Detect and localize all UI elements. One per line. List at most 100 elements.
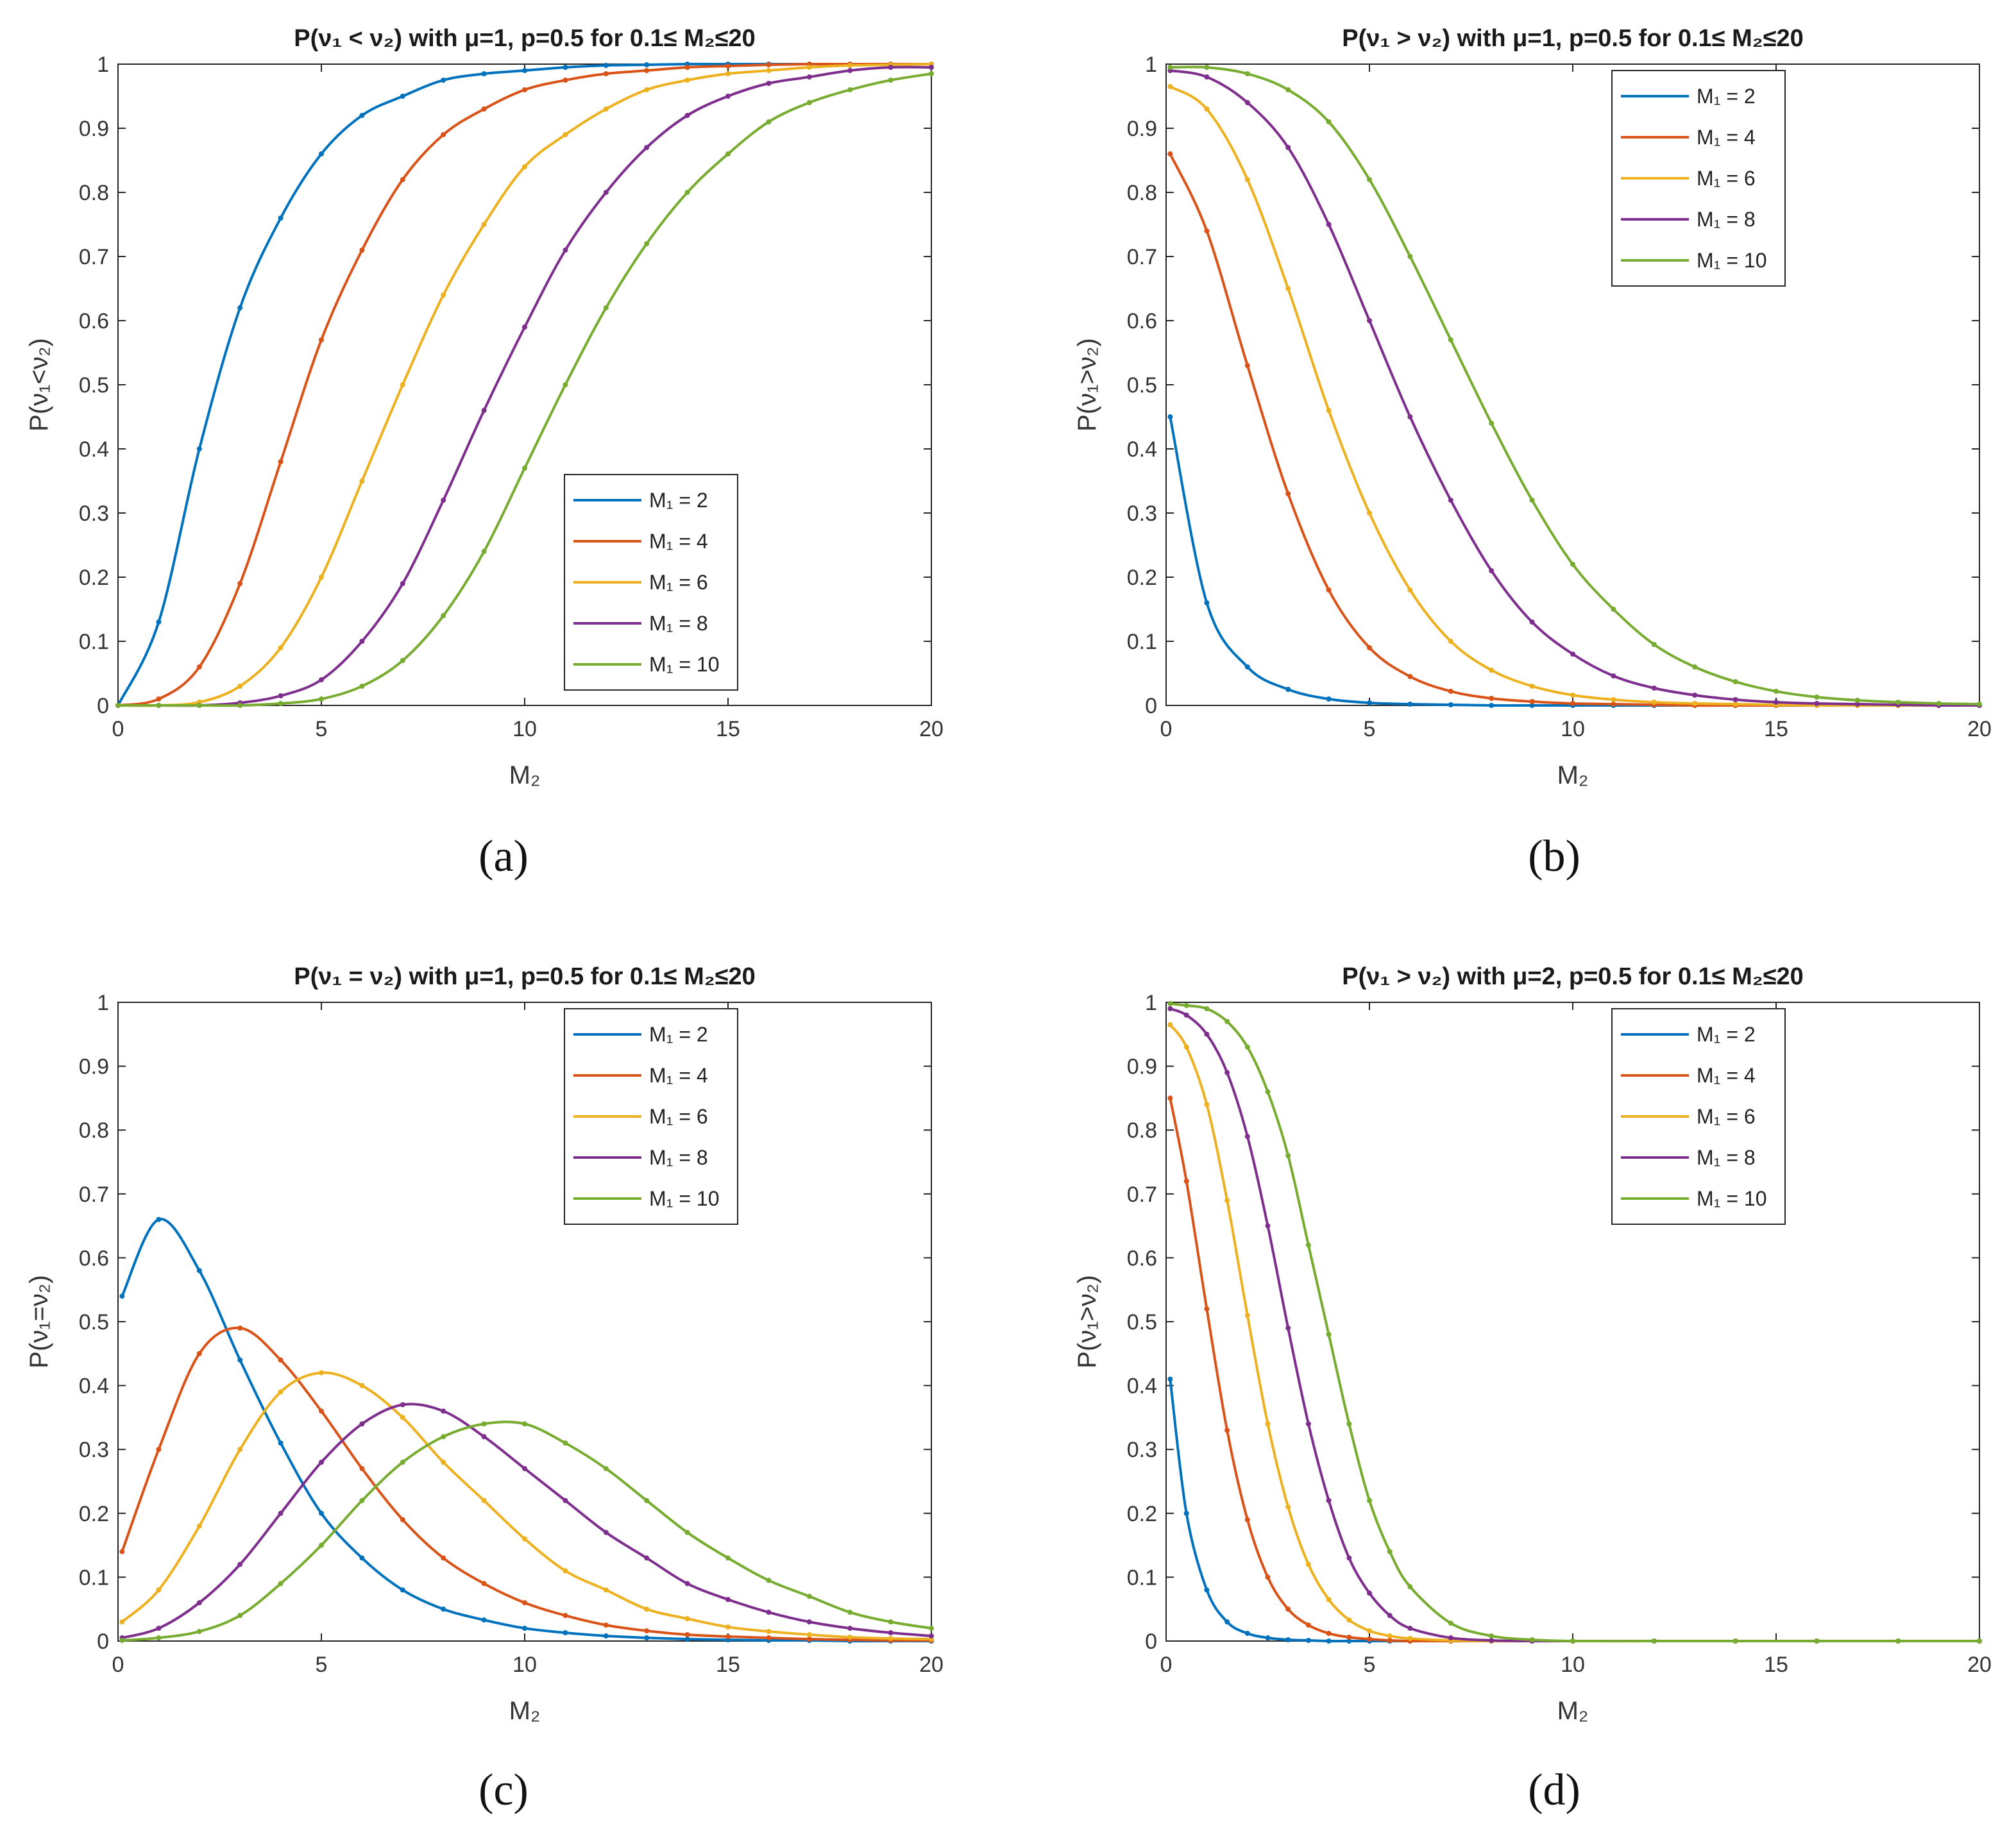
y-tick-label: 0.7 xyxy=(1127,245,1157,269)
data-point xyxy=(237,1447,243,1453)
data-point xyxy=(1529,1637,1535,1643)
y-tick-label: 0 xyxy=(1145,1630,1157,1654)
data-point xyxy=(359,639,365,644)
data-point xyxy=(196,1351,202,1356)
data-point xyxy=(319,1370,324,1376)
data-point xyxy=(766,68,772,73)
y-tick-label: 0 xyxy=(97,694,109,718)
data-point xyxy=(1265,1089,1271,1095)
data-point xyxy=(1183,1012,1189,1018)
x-tick-label: 5 xyxy=(316,717,328,741)
legend-entry: M₁ = 2 xyxy=(649,1023,708,1046)
chart-b: P(ν₁ > ν₂) with μ=1, p=0.5 for 0.1≤ M₂≤2… xyxy=(1073,25,1992,789)
data-point xyxy=(725,71,731,76)
data-point xyxy=(156,1635,162,1641)
data-point xyxy=(563,132,568,137)
y-tick-label: 0.3 xyxy=(79,1438,109,1462)
data-point xyxy=(1651,642,1657,647)
data-point xyxy=(1326,1638,1332,1644)
data-point xyxy=(319,575,324,580)
data-point xyxy=(725,63,731,69)
data-point xyxy=(441,292,446,298)
data-point xyxy=(888,1636,894,1642)
data-point xyxy=(359,248,365,253)
data-point xyxy=(1244,1044,1250,1050)
data-point xyxy=(766,1578,772,1583)
data-point xyxy=(237,581,243,586)
data-point xyxy=(1692,664,1698,670)
data-point xyxy=(888,78,894,83)
y-axis-label: P(ν₁>ν₂) xyxy=(1073,338,1101,432)
data-point xyxy=(1244,177,1250,182)
y-tick-label: 0.2 xyxy=(1127,1502,1157,1526)
data-point xyxy=(522,68,527,73)
data-point xyxy=(847,63,853,68)
data-point xyxy=(237,1613,243,1619)
data-point xyxy=(1448,702,1453,707)
data-point xyxy=(1244,100,1250,105)
data-point xyxy=(441,1606,446,1612)
data-point xyxy=(1204,74,1210,80)
y-tick-label: 0.1 xyxy=(1127,630,1157,654)
y-axis-label: P(ν₁<ν₂) xyxy=(25,338,53,432)
data-point xyxy=(481,71,487,76)
data-point xyxy=(196,1629,202,1635)
data-point xyxy=(1489,703,1495,708)
data-point xyxy=(522,87,527,92)
data-point xyxy=(644,241,650,246)
data-point xyxy=(1244,1313,1250,1318)
data-point xyxy=(278,1389,284,1395)
y-tick-label: 0.1 xyxy=(79,1565,109,1590)
y-tick-label: 0.8 xyxy=(79,181,109,205)
data-point xyxy=(603,71,609,76)
data-point xyxy=(237,305,243,310)
panels: P(ν₁ < ν₂) with μ=1, p=0.5 for 0.1≤ M₂≤2… xyxy=(25,25,1992,1725)
data-point xyxy=(1407,1636,1413,1642)
data-point xyxy=(847,1610,853,1615)
x-tick-label: 10 xyxy=(512,1653,537,1677)
data-point xyxy=(1305,1421,1311,1427)
data-point xyxy=(441,498,446,503)
x-axis-label: M₂ xyxy=(509,1697,541,1725)
data-point xyxy=(603,1633,609,1639)
data-point xyxy=(603,106,609,112)
legend-entry: M₁ = 10 xyxy=(649,653,720,676)
data-point xyxy=(319,1510,324,1516)
y-tick-label: 1 xyxy=(1145,991,1157,1015)
data-point xyxy=(1204,106,1210,112)
data-point xyxy=(319,1408,324,1414)
data-point xyxy=(603,1622,609,1628)
data-point xyxy=(644,1606,650,1612)
data-point xyxy=(196,1523,202,1529)
data-point xyxy=(1367,318,1372,323)
data-point xyxy=(1305,1638,1311,1644)
data-point xyxy=(644,1628,650,1634)
data-point xyxy=(441,1408,446,1414)
legend-entry: M₁ = 8 xyxy=(649,1146,708,1169)
data-point xyxy=(1305,1242,1311,1248)
data-point xyxy=(400,581,405,586)
x-tick-label: 15 xyxy=(1764,717,1788,741)
data-point xyxy=(156,1626,162,1631)
data-point xyxy=(725,1624,731,1630)
data-point xyxy=(1183,1510,1189,1516)
data-point xyxy=(237,1357,243,1363)
series-line xyxy=(117,65,932,707)
data-point xyxy=(1774,689,1779,694)
data-point xyxy=(644,62,650,67)
data-point xyxy=(1448,639,1453,644)
data-point xyxy=(1895,700,1901,705)
data-point xyxy=(1448,1621,1453,1626)
data-point xyxy=(522,324,527,330)
data-point xyxy=(1265,1223,1271,1229)
data-point xyxy=(1814,695,1820,700)
data-point xyxy=(522,1536,527,1542)
data-point xyxy=(1814,1638,1820,1644)
data-point xyxy=(481,408,487,413)
data-point xyxy=(1407,254,1413,259)
legend-entry: M₁ = 2 xyxy=(1697,85,1756,108)
data-point xyxy=(441,1460,446,1465)
data-point xyxy=(1529,498,1535,503)
data-point xyxy=(1651,686,1657,691)
y-tick-label: 0.8 xyxy=(1127,181,1157,205)
